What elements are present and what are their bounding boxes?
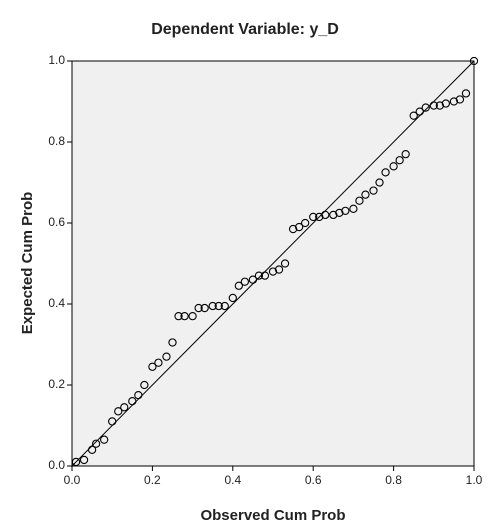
point <box>455 95 465 104</box>
point <box>280 259 290 268</box>
point <box>168 338 177 347</box>
point <box>174 311 183 321</box>
point <box>375 178 384 187</box>
x-tick-label: 0.8 <box>385 473 402 487</box>
x-axis-title: Observed Cum Prob <box>200 507 345 524</box>
point <box>162 352 171 361</box>
y-tick-label: 0.0 <box>48 458 65 472</box>
point <box>180 311 189 321</box>
point <box>341 206 350 215</box>
y-axis-title: Expected Cum Prob <box>19 192 36 335</box>
point <box>120 403 129 412</box>
point <box>349 204 358 213</box>
x-tick-label: 0.6 <box>305 473 322 487</box>
x-tick-label: 1.0 <box>466 473 483 487</box>
point <box>91 439 101 448</box>
point <box>315 212 324 222</box>
point <box>294 222 304 232</box>
point <box>254 271 264 280</box>
point <box>234 281 243 290</box>
point <box>335 208 344 218</box>
x-tick-label: 0.0 <box>64 473 81 487</box>
point <box>194 303 203 313</box>
chart-title: Dependent Variable: y_D <box>151 21 339 38</box>
x-tick-label: 0.4 <box>224 473 241 487</box>
point <box>114 407 123 416</box>
point <box>421 103 430 112</box>
point <box>461 89 471 98</box>
x-tick-label: 0.2 <box>144 473 161 487</box>
point <box>220 301 229 311</box>
point <box>208 301 217 311</box>
point <box>409 111 418 120</box>
y-tick-label: 0.8 <box>48 134 65 148</box>
point <box>260 271 270 280</box>
point <box>128 397 137 406</box>
y-tick-label: 0.2 <box>48 377 65 391</box>
point <box>395 156 404 165</box>
y-tick-label: 0.6 <box>48 215 65 229</box>
point <box>415 107 424 116</box>
point <box>369 186 378 195</box>
point <box>200 303 209 313</box>
point <box>361 190 370 199</box>
point <box>214 301 223 311</box>
point <box>441 99 451 108</box>
point <box>87 445 97 454</box>
point <box>188 311 197 321</box>
point <box>240 277 250 286</box>
point <box>449 97 459 106</box>
point <box>329 210 338 220</box>
point <box>134 390 143 400</box>
point <box>435 101 444 110</box>
point <box>288 224 298 234</box>
point <box>71 457 81 467</box>
point <box>309 212 318 222</box>
point <box>228 293 237 303</box>
point <box>301 218 310 228</box>
point <box>469 56 479 66</box>
y-tick-label: 0.4 <box>48 296 65 310</box>
point <box>79 455 89 465</box>
point <box>321 210 330 220</box>
point <box>148 362 157 371</box>
point <box>100 435 109 444</box>
point <box>389 162 398 171</box>
point <box>108 417 117 426</box>
point <box>401 149 410 159</box>
point <box>429 101 438 110</box>
point <box>140 380 149 390</box>
point <box>274 265 284 274</box>
point <box>248 275 258 284</box>
y-tick-label: 1.0 <box>48 53 65 67</box>
point <box>154 358 163 367</box>
point <box>268 267 278 276</box>
point <box>381 168 390 177</box>
point <box>355 196 364 205</box>
